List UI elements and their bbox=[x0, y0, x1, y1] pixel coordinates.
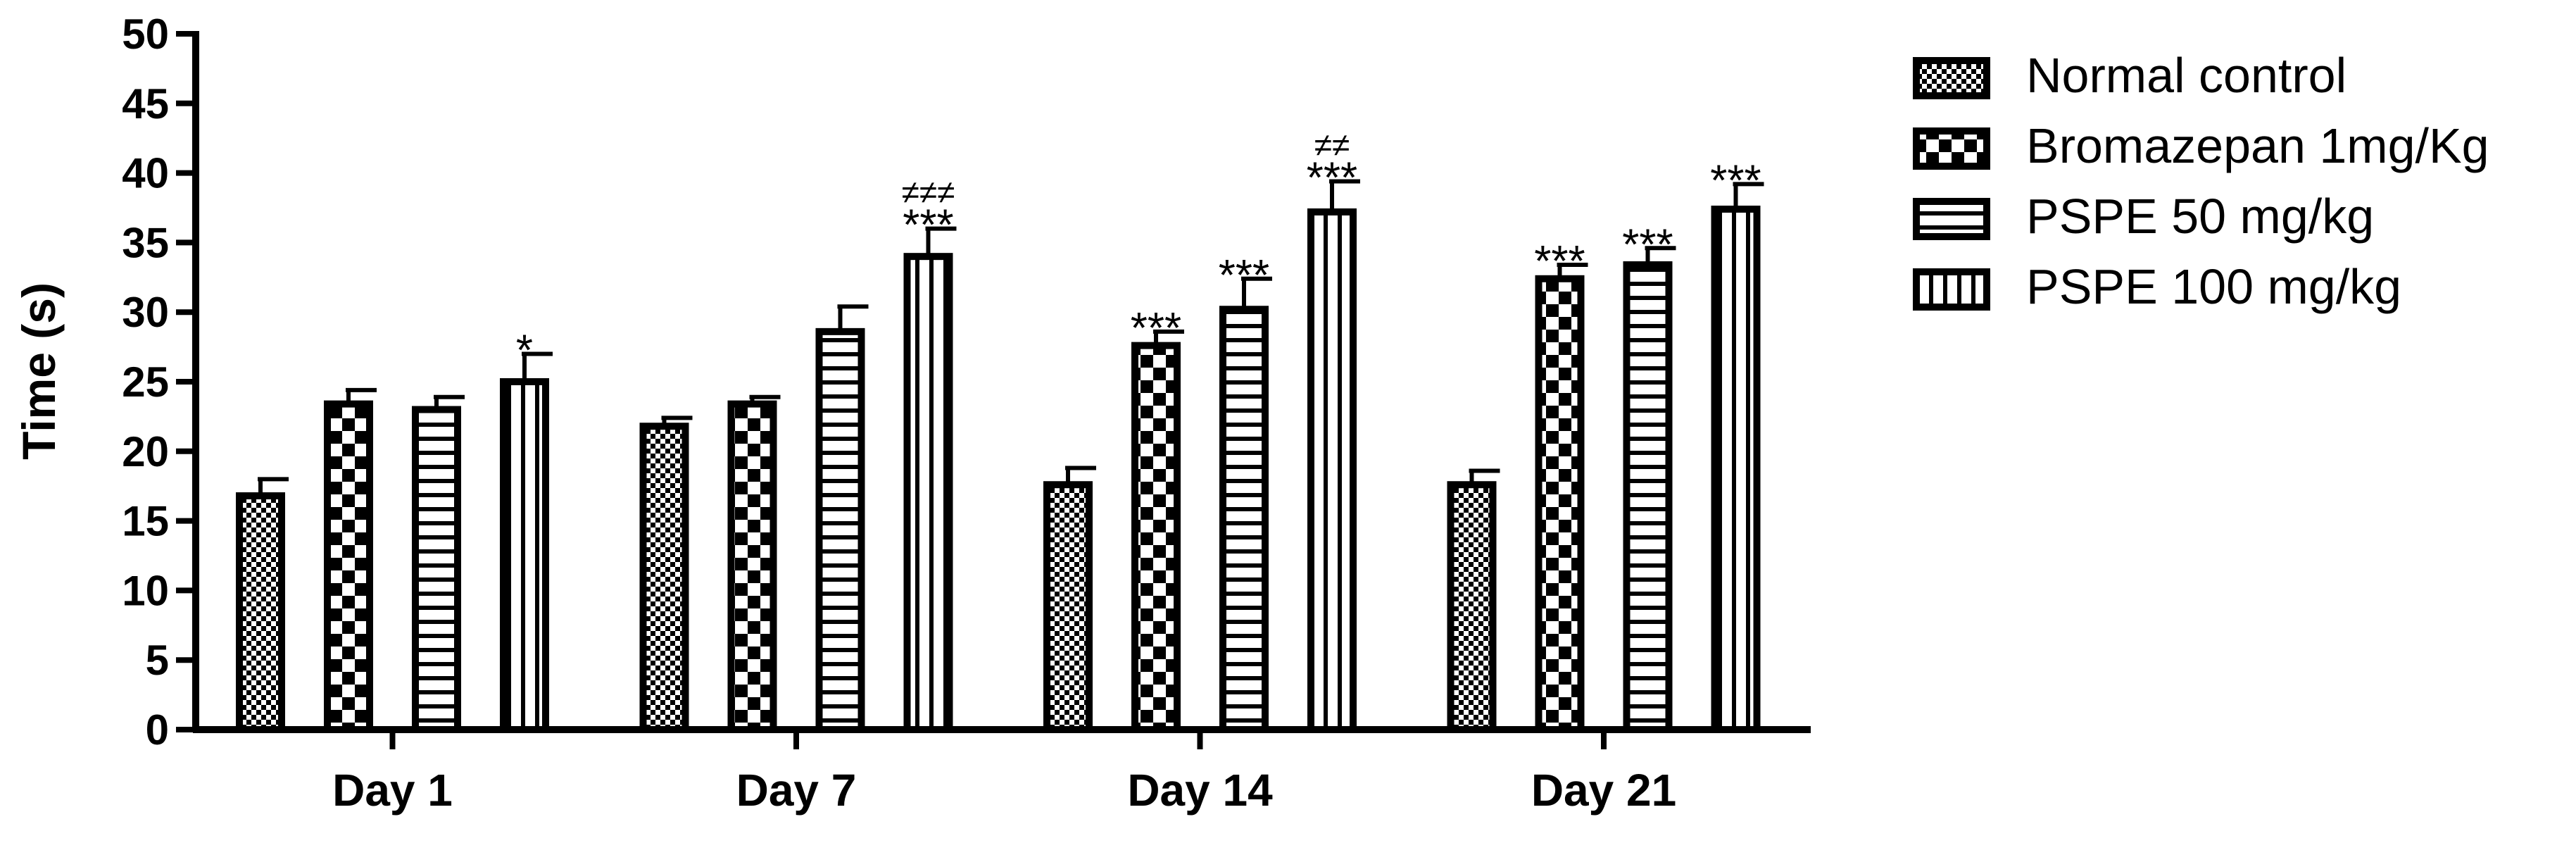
bar bbox=[815, 327, 865, 733]
bar bbox=[1623, 261, 1673, 733]
bar bbox=[236, 492, 285, 733]
x-tick-label: Day 1 bbox=[332, 765, 453, 816]
bar-group bbox=[1447, 468, 1500, 733]
legend-label: Normal control bbox=[2026, 48, 2346, 103]
bar-group bbox=[727, 394, 781, 734]
significance-label: *** bbox=[903, 201, 953, 250]
bar bbox=[727, 400, 777, 734]
x-tick-label: Day 7 bbox=[736, 765, 857, 816]
significance-label: *** bbox=[1219, 251, 1269, 300]
legend-swatch bbox=[1913, 268, 1990, 311]
y-tick-label: 25 bbox=[122, 358, 169, 406]
y-tick-label: 45 bbox=[122, 80, 169, 127]
bar bbox=[1307, 208, 1357, 734]
significance-label: *** bbox=[1622, 220, 1673, 269]
y-tick-label: 40 bbox=[122, 150, 169, 197]
legend-label: Bromazepan 1mg/Kg bbox=[2026, 118, 2489, 173]
bar-group bbox=[815, 304, 869, 733]
legend-item: Normal control bbox=[1913, 48, 2346, 103]
legend-item: PSPE 50 mg/kg bbox=[1913, 189, 2374, 244]
x-tick-label: Day 21 bbox=[1531, 765, 1676, 816]
y-tick-label: 5 bbox=[146, 637, 169, 684]
bar-group bbox=[236, 477, 289, 733]
y-axis-label: Time (s) bbox=[13, 282, 65, 460]
bar bbox=[903, 253, 953, 734]
significance-label: *** bbox=[1710, 156, 1761, 205]
bar-group bbox=[639, 416, 693, 733]
y-tick-label: 50 bbox=[122, 11, 169, 58]
bar bbox=[1535, 275, 1585, 733]
y-tick-label: 35 bbox=[122, 219, 169, 266]
bars: ****************≠≠≠ ***≠≠*** bbox=[236, 126, 1764, 734]
bar bbox=[500, 378, 549, 733]
legend-swatch bbox=[1913, 127, 1990, 170]
legend-label: PSPE 100 mg/kg bbox=[2026, 259, 2401, 314]
y-tick-label: 0 bbox=[146, 706, 169, 754]
bar bbox=[324, 400, 373, 734]
bar-group: *** bbox=[1622, 220, 1676, 733]
bar-group: *** bbox=[1219, 251, 1272, 733]
bar-group: ***≠≠ bbox=[1307, 126, 1360, 734]
bar-group: ***≠≠≠ bbox=[902, 174, 957, 734]
bar-group: *** bbox=[1131, 304, 1184, 733]
bar bbox=[1447, 481, 1497, 733]
bar-group: *** bbox=[1534, 237, 1588, 733]
x-tick-label: Day 14 bbox=[1127, 765, 1273, 816]
bar-group bbox=[412, 394, 465, 734]
legend-swatch bbox=[1913, 198, 1990, 240]
bar-group bbox=[324, 387, 377, 734]
bar bbox=[412, 406, 461, 734]
bar-group: * bbox=[500, 326, 553, 733]
legend-label: PSPE 50 mg/kg bbox=[2026, 189, 2374, 244]
significance-label: *** bbox=[1534, 237, 1585, 286]
y-tick-label: 20 bbox=[122, 428, 169, 475]
legend-swatch bbox=[1913, 57, 1990, 99]
comparison-label: ≠≠ bbox=[1314, 126, 1350, 163]
legend: Normal control Bromazepan 1mg/Kg PSPE 50 m… bbox=[1913, 48, 2489, 314]
significance-label: *** bbox=[1307, 154, 1357, 202]
significance-label: * bbox=[516, 326, 533, 375]
bar-group: *** bbox=[1710, 156, 1764, 733]
y-axis: 0 5 10 15 20 25 30 35 40 45 50 bbox=[122, 11, 199, 754]
legend-item: Bromazepan 1mg/Kg bbox=[1913, 118, 2489, 173]
y-tick-label: 15 bbox=[122, 498, 169, 545]
comparison-label: ≠≠≠ bbox=[902, 174, 955, 211]
bar bbox=[1219, 306, 1269, 733]
bar bbox=[1131, 342, 1181, 733]
y-axis-title: Time (s) bbox=[13, 282, 65, 460]
y-tick-label: 10 bbox=[122, 567, 169, 614]
bar bbox=[1711, 205, 1761, 733]
y-tick-label: 30 bbox=[122, 289, 169, 336]
bar bbox=[639, 423, 689, 733]
bar bbox=[1043, 481, 1093, 733]
x-axis: Day 1 Day 7 Day 14 Day 21 bbox=[193, 726, 1811, 816]
legend-item: PSPE 100 mg/kg bbox=[1913, 259, 2401, 314]
bar-group bbox=[1043, 466, 1096, 733]
significance-label: *** bbox=[1131, 304, 1181, 353]
